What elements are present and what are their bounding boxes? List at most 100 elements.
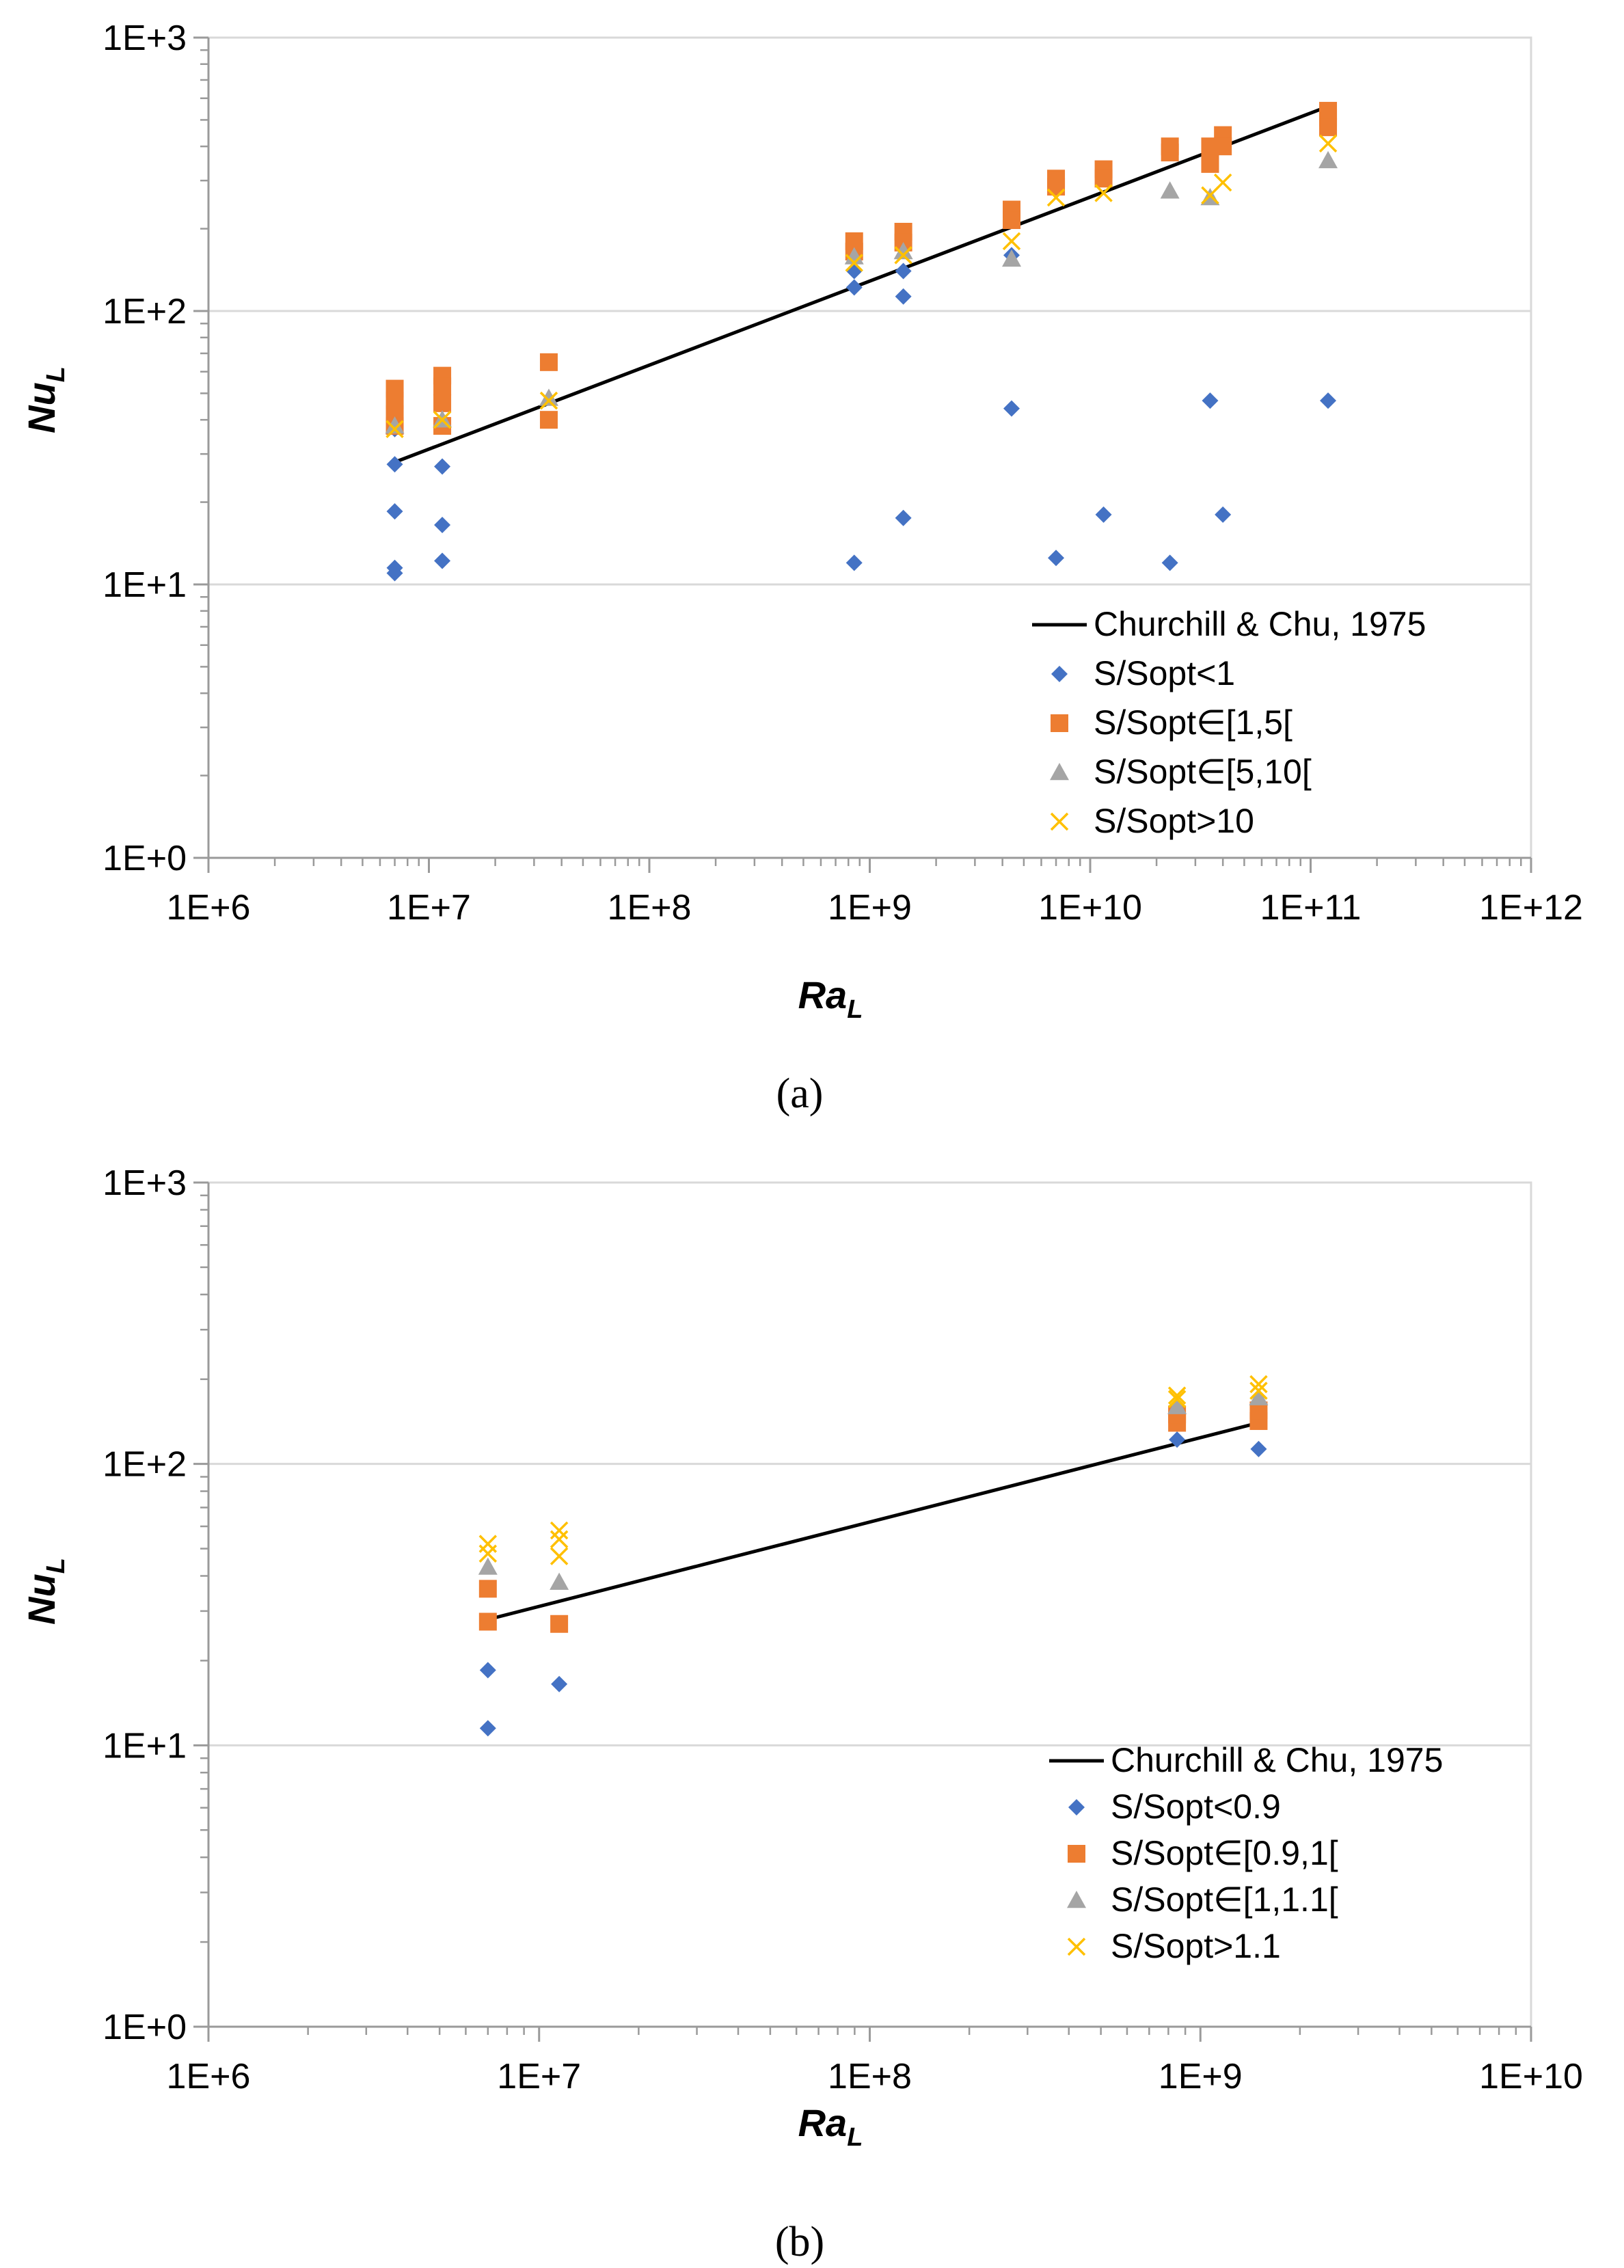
data-point-square: [1003, 211, 1021, 230]
data-point-square: [433, 394, 452, 412]
data-point-diamond: [845, 279, 863, 296]
data-point-triangle: [1318, 150, 1338, 169]
y-tick-label: 1E+2: [103, 1445, 187, 1485]
data-point-x: [1318, 134, 1338, 153]
data-point-diamond: [1051, 666, 1068, 682]
chart-b-gridlines: [208, 1181, 1531, 1746]
data-point-square: [1214, 137, 1232, 156]
data-point-x: [1094, 184, 1113, 202]
x-tick-label: 1E+6: [167, 2057, 251, 2096]
chart-b-x-axis-label: RaL: [798, 2101, 863, 2152]
y-tick-label: 1E+2: [103, 292, 187, 332]
data-point-diamond: [551, 1675, 568, 1692]
data-point-x: [1002, 232, 1021, 251]
data-point-square: [539, 411, 558, 429]
data-point-triangle: [893, 242, 913, 260]
data-point-square: [478, 1580, 497, 1598]
data-point-diamond: [895, 262, 912, 280]
data-point-x: [1067, 1937, 1086, 1956]
x-tick-label: 1E+8: [608, 888, 692, 928]
y-tick-label: 1E+3: [103, 1163, 187, 1203]
y-tick-label: 1E+1: [103, 565, 187, 605]
data-point-diamond: [434, 517, 451, 534]
data-point-diamond: [1169, 1431, 1186, 1448]
data-point-square: [1094, 170, 1113, 188]
data-point-diamond: [386, 565, 403, 582]
data-point-diamond: [895, 509, 912, 526]
data-point-triangle: [1160, 181, 1180, 199]
data-point-diamond: [1003, 400, 1020, 417]
x-tick-label: 1E+10: [1479, 2057, 1583, 2096]
chart-a-y-axis-label: NuL: [20, 366, 70, 433]
panel-label-a: (a): [776, 1070, 824, 1117]
data-point-triangle: [385, 416, 405, 434]
chart-b: 1E+6 1E+7 1E+8 1E+9 1E+10 1E+0 1E+1 1E+2 1E+3 Ch…: [20, 1163, 1583, 2265]
data-point-diamond: [479, 1662, 496, 1679]
data-point-diamond: [479, 1720, 496, 1737]
legend-label: S/Sopt>1.1: [1111, 1927, 1281, 1965]
x-tick-label: 1E+9: [828, 888, 912, 928]
data-point-square: [1161, 144, 1179, 162]
data-point-x: [1249, 1375, 1268, 1394]
chart-a-x-axis-label: RaL: [798, 973, 863, 1024]
data-point-square: [1068, 1845, 1085, 1863]
panel-label-b: (b): [775, 2219, 824, 2265]
data-point-triangle: [844, 247, 864, 265]
data-point-diamond: [1215, 506, 1232, 523]
data-point-diamond: [1250, 1440, 1267, 1457]
chart-b-marks: [478, 1375, 1269, 1737]
data-point-x: [478, 1544, 498, 1563]
chart-b-y-axis-label: NuL: [20, 1558, 70, 1625]
chart-a-background: [0, 0, 1624, 1114]
x-tick-label: 1E+7: [387, 888, 471, 928]
data-point-x: [539, 391, 558, 410]
y-tick-label: 1E+1: [103, 1726, 187, 1766]
x-tick-label: 1E+8: [828, 2057, 912, 2096]
data-point-triangle: [478, 1557, 498, 1575]
data-point-square: [539, 353, 558, 371]
legend-label: S/Sopt∈[1,5[: [1094, 703, 1293, 742]
chart-a-legend: Churchill & Chu, 1975 S/Sopt<1 S/Sopt∈[1,5…: [1032, 605, 1426, 840]
data-point-diamond: [845, 554, 863, 571]
data-point-x: [433, 410, 452, 429]
x-tick-label: 1E+9: [1159, 2057, 1243, 2096]
data-point-x: [1213, 173, 1232, 192]
data-point-square: [433, 377, 452, 396]
data-point-square: [1201, 154, 1219, 173]
data-point-x: [550, 1521, 569, 1540]
data-point-triangle: [539, 388, 558, 406]
data-point-x: [478, 1535, 498, 1553]
series-line-churchill-chu: [487, 1421, 1260, 1621]
data-point-diamond: [1161, 554, 1178, 571]
data-point-square: [550, 1615, 569, 1633]
data-point-triangle: [1167, 1396, 1187, 1414]
x-tick-label: 1E+7: [497, 2057, 581, 2096]
chart-a-marks: [385, 102, 1338, 582]
data-point-diamond: [434, 552, 451, 569]
data-point-square: [478, 1612, 497, 1631]
legend-label: S/Sopt<0.9: [1111, 1787, 1281, 1826]
x-tick-label: 1E+6: [167, 888, 251, 928]
data-point-x: [385, 420, 404, 438]
data-point-diamond: [1202, 392, 1219, 409]
chart-b-legend: Churchill & Chu, 1975 S/Sopt<0.9 S/Sopt∈[0…: [1049, 1741, 1443, 1965]
x-tick-label: 1E+10: [1038, 888, 1142, 928]
data-point-x: [550, 1530, 569, 1549]
data-point-x: [1050, 812, 1069, 831]
data-point-square: [1051, 714, 1068, 732]
chart-a: 1E+6 1E+7 1E+8 1E+9 1E+10 1E+11 1E+12 1E+0 1E+1 1…: [0, 0, 1624, 1117]
data-point-x: [1249, 1381, 1268, 1400]
data-point-x: [1046, 188, 1066, 207]
legend-label: S/Sopt∈[1,1.1[: [1111, 1880, 1338, 1919]
x-tick-label: 1E+12: [1479, 888, 1583, 928]
legend-label: Churchill & Chu, 1975: [1094, 605, 1426, 643]
data-point-triangle: [1050, 763, 1069, 781]
data-point-triangle: [1067, 1891, 1086, 1908]
data-point-x: [894, 246, 912, 265]
y-tick-label: 1E+0: [103, 2008, 187, 2047]
data-point-triangle: [550, 1572, 569, 1590]
data-point-x: [1167, 1390, 1187, 1409]
data-point-x: [845, 254, 863, 272]
data-point-x: [550, 1547, 569, 1565]
